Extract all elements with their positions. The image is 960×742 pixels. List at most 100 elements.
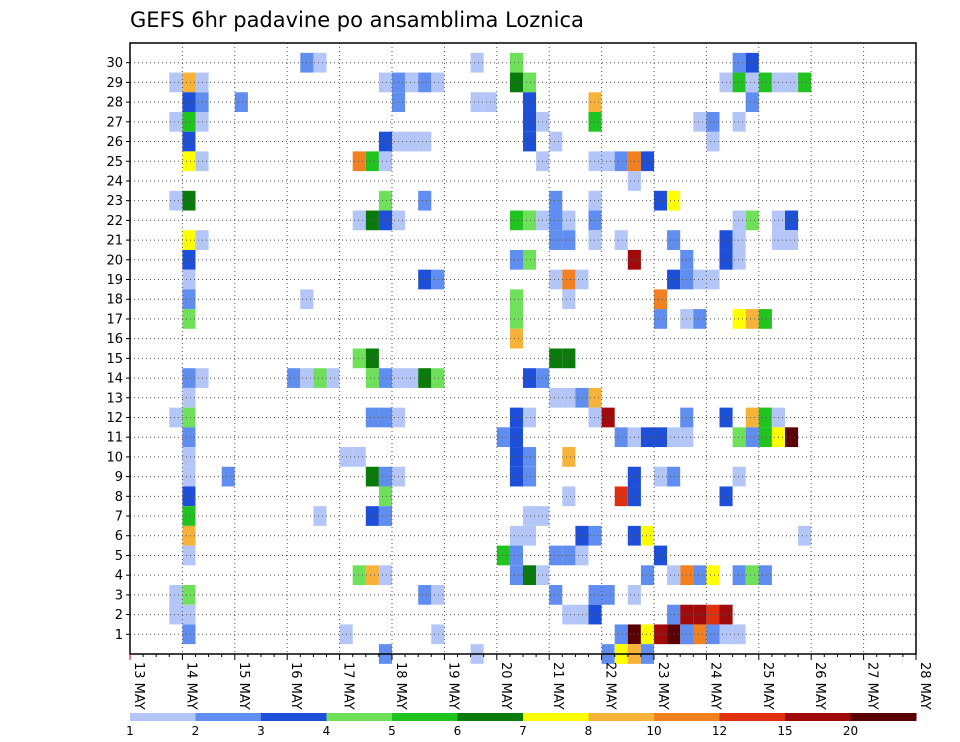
heatmap-cell	[588, 525, 602, 546]
heatmap-cell	[378, 565, 392, 586]
y-tick-label: 8	[115, 490, 123, 505]
heatmap-cell	[732, 624, 746, 645]
heatmap-cell	[509, 328, 523, 349]
heatmap-cell	[667, 466, 681, 487]
x-tick-label: 23 MAY	[655, 662, 670, 710]
y-tick-label: 12	[106, 411, 123, 426]
heatmap-cell	[640, 565, 654, 586]
heatmap-cell	[378, 506, 392, 526]
heatmap-cell	[182, 249, 196, 270]
heatmap-cell	[667, 230, 681, 250]
heatmap-cell	[418, 190, 432, 211]
heatmap-cell	[509, 545, 523, 566]
heatmap-cell	[640, 427, 654, 448]
heatmap-cell	[640, 624, 654, 645]
heatmap-cell	[667, 190, 681, 211]
heatmap-cell	[601, 407, 615, 428]
heatmap-cell	[509, 447, 523, 467]
heatmap-cell	[785, 72, 799, 93]
heatmap-cell	[575, 545, 589, 566]
colorbar-swatch	[523, 713, 589, 721]
heatmap-cell	[182, 486, 196, 507]
heatmap-cell	[575, 269, 589, 290]
heatmap-cell	[523, 368, 537, 388]
heatmap-cell	[405, 131, 419, 152]
y-tick-label: 20	[106, 253, 123, 268]
heatmap-cell	[758, 565, 772, 586]
y-tick-label: 3	[115, 588, 123, 603]
colorbar-swatch	[261, 713, 327, 721]
colorbar-label: 4	[323, 724, 331, 738]
x-tick-label: 14 MAY	[183, 662, 198, 710]
heatmap-cell	[575, 604, 589, 625]
heatmap-cell	[418, 131, 432, 152]
heatmap-cell	[365, 407, 379, 428]
heatmap-cell	[509, 210, 523, 231]
heatmap-cell	[378, 131, 392, 152]
heatmap-cell	[732, 565, 746, 586]
colorbar-swatch	[850, 713, 917, 721]
heatmap-cell	[667, 604, 681, 625]
x-tick-label: 27 MAY	[865, 662, 880, 710]
heatmap-cell	[785, 427, 799, 448]
heatmap-cell	[732, 210, 746, 231]
colorbar-label: 2	[192, 724, 200, 738]
heatmap-cell	[798, 525, 812, 546]
heatmap-cell	[745, 210, 759, 231]
heatmap-cell	[523, 466, 537, 487]
y-tick-label: 17	[106, 312, 123, 327]
heatmap-cell	[509, 249, 523, 270]
heatmap-cell	[523, 407, 537, 428]
heatmap-cell	[169, 604, 183, 625]
heatmap-cell	[523, 447, 537, 467]
heatmap-cell	[523, 131, 537, 152]
heatmap-cell	[693, 565, 707, 586]
heatmap-cell	[758, 309, 772, 329]
x-tick-label: 18 MAY	[393, 662, 408, 710]
colorbar-swatch	[588, 713, 655, 721]
heatmap-cell	[509, 525, 523, 546]
heatmap-cell	[378, 466, 392, 487]
heatmap-cell	[378, 368, 392, 388]
heatmap-cell	[523, 525, 537, 546]
heatmap-cell	[732, 309, 746, 329]
heatmap-cell	[745, 72, 759, 93]
grid-lines	[130, 43, 916, 654]
heatmap-cell	[405, 72, 419, 93]
heatmap-cell	[523, 92, 537, 112]
heatmap-cell	[470, 52, 484, 73]
heatmap-cell	[523, 565, 537, 586]
heatmap-cell	[365, 348, 379, 369]
heatmap-cell	[169, 111, 183, 132]
x-axis: 13 MAY 14 MAY 15 MAY 16 MAY 17 MAY 18 MAY 19 M…	[129, 654, 932, 710]
heatmap-cell	[588, 190, 602, 211]
y-tick-label: 21	[106, 234, 123, 249]
heatmap-cell	[509, 52, 523, 73]
heatmap-cell	[706, 565, 720, 586]
heatmap-cell	[614, 230, 628, 250]
y-tick-label: 7	[115, 510, 123, 525]
heatmap-cell	[745, 565, 759, 586]
heatmap-cell	[418, 72, 432, 93]
heatmap-cell	[745, 92, 759, 112]
heatmap-cell	[182, 111, 196, 132]
heatmap-cell	[549, 190, 563, 211]
heatmap-cell	[378, 151, 392, 172]
heatmap-cell	[732, 249, 746, 270]
heatmap-cell	[221, 466, 235, 487]
heatmap-cell	[588, 151, 602, 172]
heatmap-cell	[562, 289, 576, 310]
heatmap-cell	[732, 111, 746, 132]
heatmap-cell	[549, 387, 563, 408]
heatmap-cell	[509, 407, 523, 428]
heatmap-cell	[640, 151, 654, 172]
heatmap-cell	[378, 210, 392, 231]
heatmap-cell	[326, 368, 340, 388]
heatmap-cell	[509, 466, 523, 487]
y-tick-label: 13	[106, 391, 123, 406]
heatmap-cell	[418, 585, 432, 605]
y-tick-label: 14	[106, 372, 123, 387]
colorbar-swatch	[785, 713, 851, 721]
x-tick-label: 22 MAY	[603, 662, 618, 710]
heatmap-cell	[182, 269, 196, 290]
